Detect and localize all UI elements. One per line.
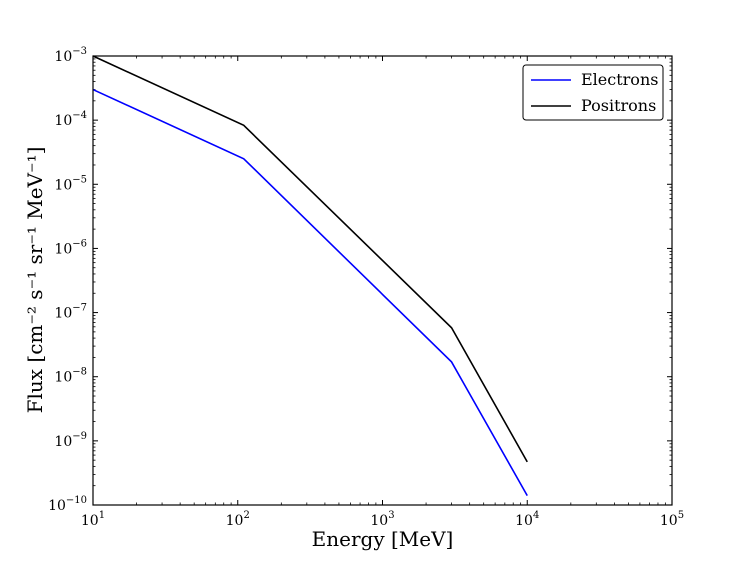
- x-tick-label: 102: [226, 510, 250, 529]
- y-tick-label: 10−9: [54, 431, 87, 450]
- x-axis-title: Energy [MeV]: [312, 527, 454, 551]
- legend-electrons-label: Electrons: [581, 70, 658, 89]
- plot-frame: [92, 55, 673, 506]
- tick-labels: 101 102 103 104 105 10−10 10−9 10−8 10−7 10−6 10−5…: [48, 46, 684, 529]
- axis-ticks: [92, 55, 673, 506]
- y-tick-label: 10−6: [54, 238, 87, 257]
- series-line-electrons: [92, 88, 528, 497]
- y-tick-label: 10−3: [54, 46, 87, 65]
- y-axis-title: Flux [cm⁻² s⁻¹ sr⁻¹ MeV⁻¹]: [23, 147, 47, 414]
- series-line-positrons: [92, 55, 528, 463]
- x-tick-label: 104: [515, 510, 539, 529]
- x-tick-label: 101: [81, 510, 105, 529]
- y-tick-label: 10−8: [54, 367, 87, 386]
- y-tick-label: 10−7: [54, 303, 87, 322]
- y-tick-label: 10−5: [54, 174, 87, 193]
- y-tick-label: 10−4: [54, 110, 87, 129]
- x-tick-label: 103: [370, 510, 394, 529]
- y-tick-label: 10−10: [48, 495, 87, 514]
- series-layer: [92, 55, 528, 497]
- legend-positrons-label: Positrons: [581, 96, 656, 115]
- x-tick-label: 105: [660, 510, 684, 529]
- legend: Electrons Positrons: [522, 64, 664, 121]
